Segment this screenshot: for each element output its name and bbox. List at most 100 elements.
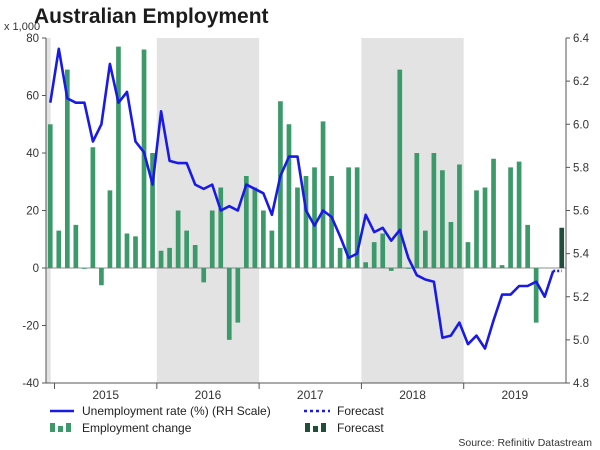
bar-2016-01	[158, 250, 164, 268]
right-tick-label: 6.4	[573, 33, 590, 45]
bar-2018-04	[388, 268, 394, 271]
bar-2018-03	[380, 233, 386, 268]
legend: Unemployment rate (%) (RH Scale) Forecas…	[50, 404, 384, 435]
bar-2019-03	[482, 187, 488, 268]
bar-2017-01	[261, 210, 266, 268]
bar-2017-05	[295, 187, 300, 268]
right-tick-label: 5.6	[573, 206, 589, 218]
bar-2014-12	[47, 124, 53, 268]
bar-2015-09	[124, 233, 130, 268]
right-axis-ticks: 6.4 6.2 6.0 5.8 5.6 5.4 5.2 5.0 4.8	[566, 33, 590, 390]
bar-2016-09	[226, 268, 232, 340]
bar-2019-06	[508, 167, 513, 268]
legend-label-unemployment: Unemployment rate (%) (RH Scale)	[82, 404, 271, 418]
bar-2019-01	[465, 242, 471, 268]
shade-band-2016	[156, 38, 260, 383]
unemployment-line	[49, 47, 555, 350]
unemployment-rate-line	[49, 47, 562, 350]
right-tick-label: 5.2	[573, 292, 589, 304]
bar-2015-04	[82, 268, 87, 269]
bar-2019-07	[516, 161, 522, 268]
legend-swatch-forecast-bar	[305, 423, 326, 432]
shade-band-2018	[361, 38, 464, 383]
right-tick-label: 5.0	[573, 335, 589, 347]
right-tick-label: 6.2	[573, 76, 589, 88]
bar-2018-01	[363, 262, 369, 268]
bar-2017-08	[320, 121, 326, 268]
bar-2018-08	[423, 230, 428, 268]
left-tick-label: -20	[22, 321, 39, 333]
bar-2019-02	[474, 190, 479, 268]
bar-2016-10	[235, 268, 241, 323]
right-tick-label: 5.4	[573, 249, 590, 261]
bar-2018-11	[448, 222, 454, 268]
left-axis-unit: x 1,000	[4, 21, 40, 33]
bar-2017-04	[286, 124, 292, 268]
bar-2019-08	[525, 224, 530, 268]
bar-2016-06	[201, 268, 207, 283]
chart-title: Australian Employment	[34, 5, 269, 28]
bar-2015-02	[64, 69, 70, 268]
legend-label-forecast-bar: Forecast	[337, 421, 384, 435]
bar-2017-10	[337, 247, 343, 268]
bar-2018-06	[405, 268, 411, 269]
bar-2015-07	[107, 190, 113, 268]
bar-2017-09	[329, 176, 334, 268]
left-tick-label: 20	[26, 206, 39, 218]
bar-2017-06	[303, 176, 309, 268]
x-tick-label: 2015	[92, 388, 119, 402]
bar-2018-02	[371, 242, 377, 268]
legend-label-forecast-line: Forecast	[337, 404, 384, 418]
bar-2015-12	[150, 153, 155, 268]
bar-2017-11	[346, 167, 351, 268]
bar-2017-12	[354, 167, 360, 268]
left-tick-label: 80	[26, 33, 39, 45]
x-axis-ticks: 2015 2016 2017 2018 2019	[54, 383, 529, 402]
x-tick-label: 2019	[502, 388, 529, 402]
employment-change-bars	[47, 46, 565, 340]
left-tick-label: 60	[26, 91, 39, 103]
bar-2019-09	[533, 268, 539, 323]
bar-2019-05	[499, 265, 505, 268]
left-axis-ticks: 80 60 40 20 0 -20 -40	[22, 33, 46, 390]
bar-2015-06	[99, 268, 104, 286]
bar-2017-02	[269, 230, 275, 268]
bar-2015-11	[141, 49, 147, 268]
x-tick-label: 2016	[195, 388, 222, 402]
bar-2015-03	[73, 224, 79, 268]
bar-2017-03	[278, 101, 283, 268]
bar-2018-10	[440, 170, 445, 268]
bar-2015-08	[116, 46, 121, 268]
bar-2016-08	[218, 187, 224, 268]
bar-2017-07	[312, 167, 317, 268]
bar-2016-12	[252, 187, 258, 268]
bar-2016-03	[175, 210, 181, 268]
left-tick-label: 40	[26, 148, 39, 160]
bar-2018-07	[414, 153, 420, 268]
legend-label-employment: Employment change	[82, 421, 192, 435]
forecast-bar-2019-12	[559, 227, 565, 268]
right-tick-label: 5.8	[573, 162, 589, 174]
source-note: Source: Refinitiv Datastream	[458, 437, 592, 449]
bar-2016-02	[167, 247, 172, 268]
bar-2015-05	[90, 147, 96, 268]
legend-swatch-employment	[50, 423, 71, 432]
bar-2018-05	[397, 69, 403, 268]
left-tick-label: 0	[33, 263, 39, 275]
bar-2016-11	[243, 176, 249, 268]
bar-2018-12	[457, 164, 462, 268]
bar-2016-05	[192, 245, 198, 268]
x-tick-label: 2018	[399, 388, 426, 402]
right-tick-label: 4.8	[573, 378, 589, 390]
right-tick-label: 6.0	[573, 119, 589, 131]
bar-2016-07	[209, 210, 215, 268]
bar-2019-04	[491, 158, 496, 268]
shaded-year-bands	[46, 38, 464, 383]
bar-2015-10	[133, 236, 138, 268]
x-tick-label: 2017	[297, 388, 324, 402]
left-tick-label: -40	[22, 378, 39, 390]
bar-2016-04	[184, 230, 189, 268]
bar-2018-09	[431, 153, 437, 268]
bar-2015-01	[56, 230, 62, 268]
